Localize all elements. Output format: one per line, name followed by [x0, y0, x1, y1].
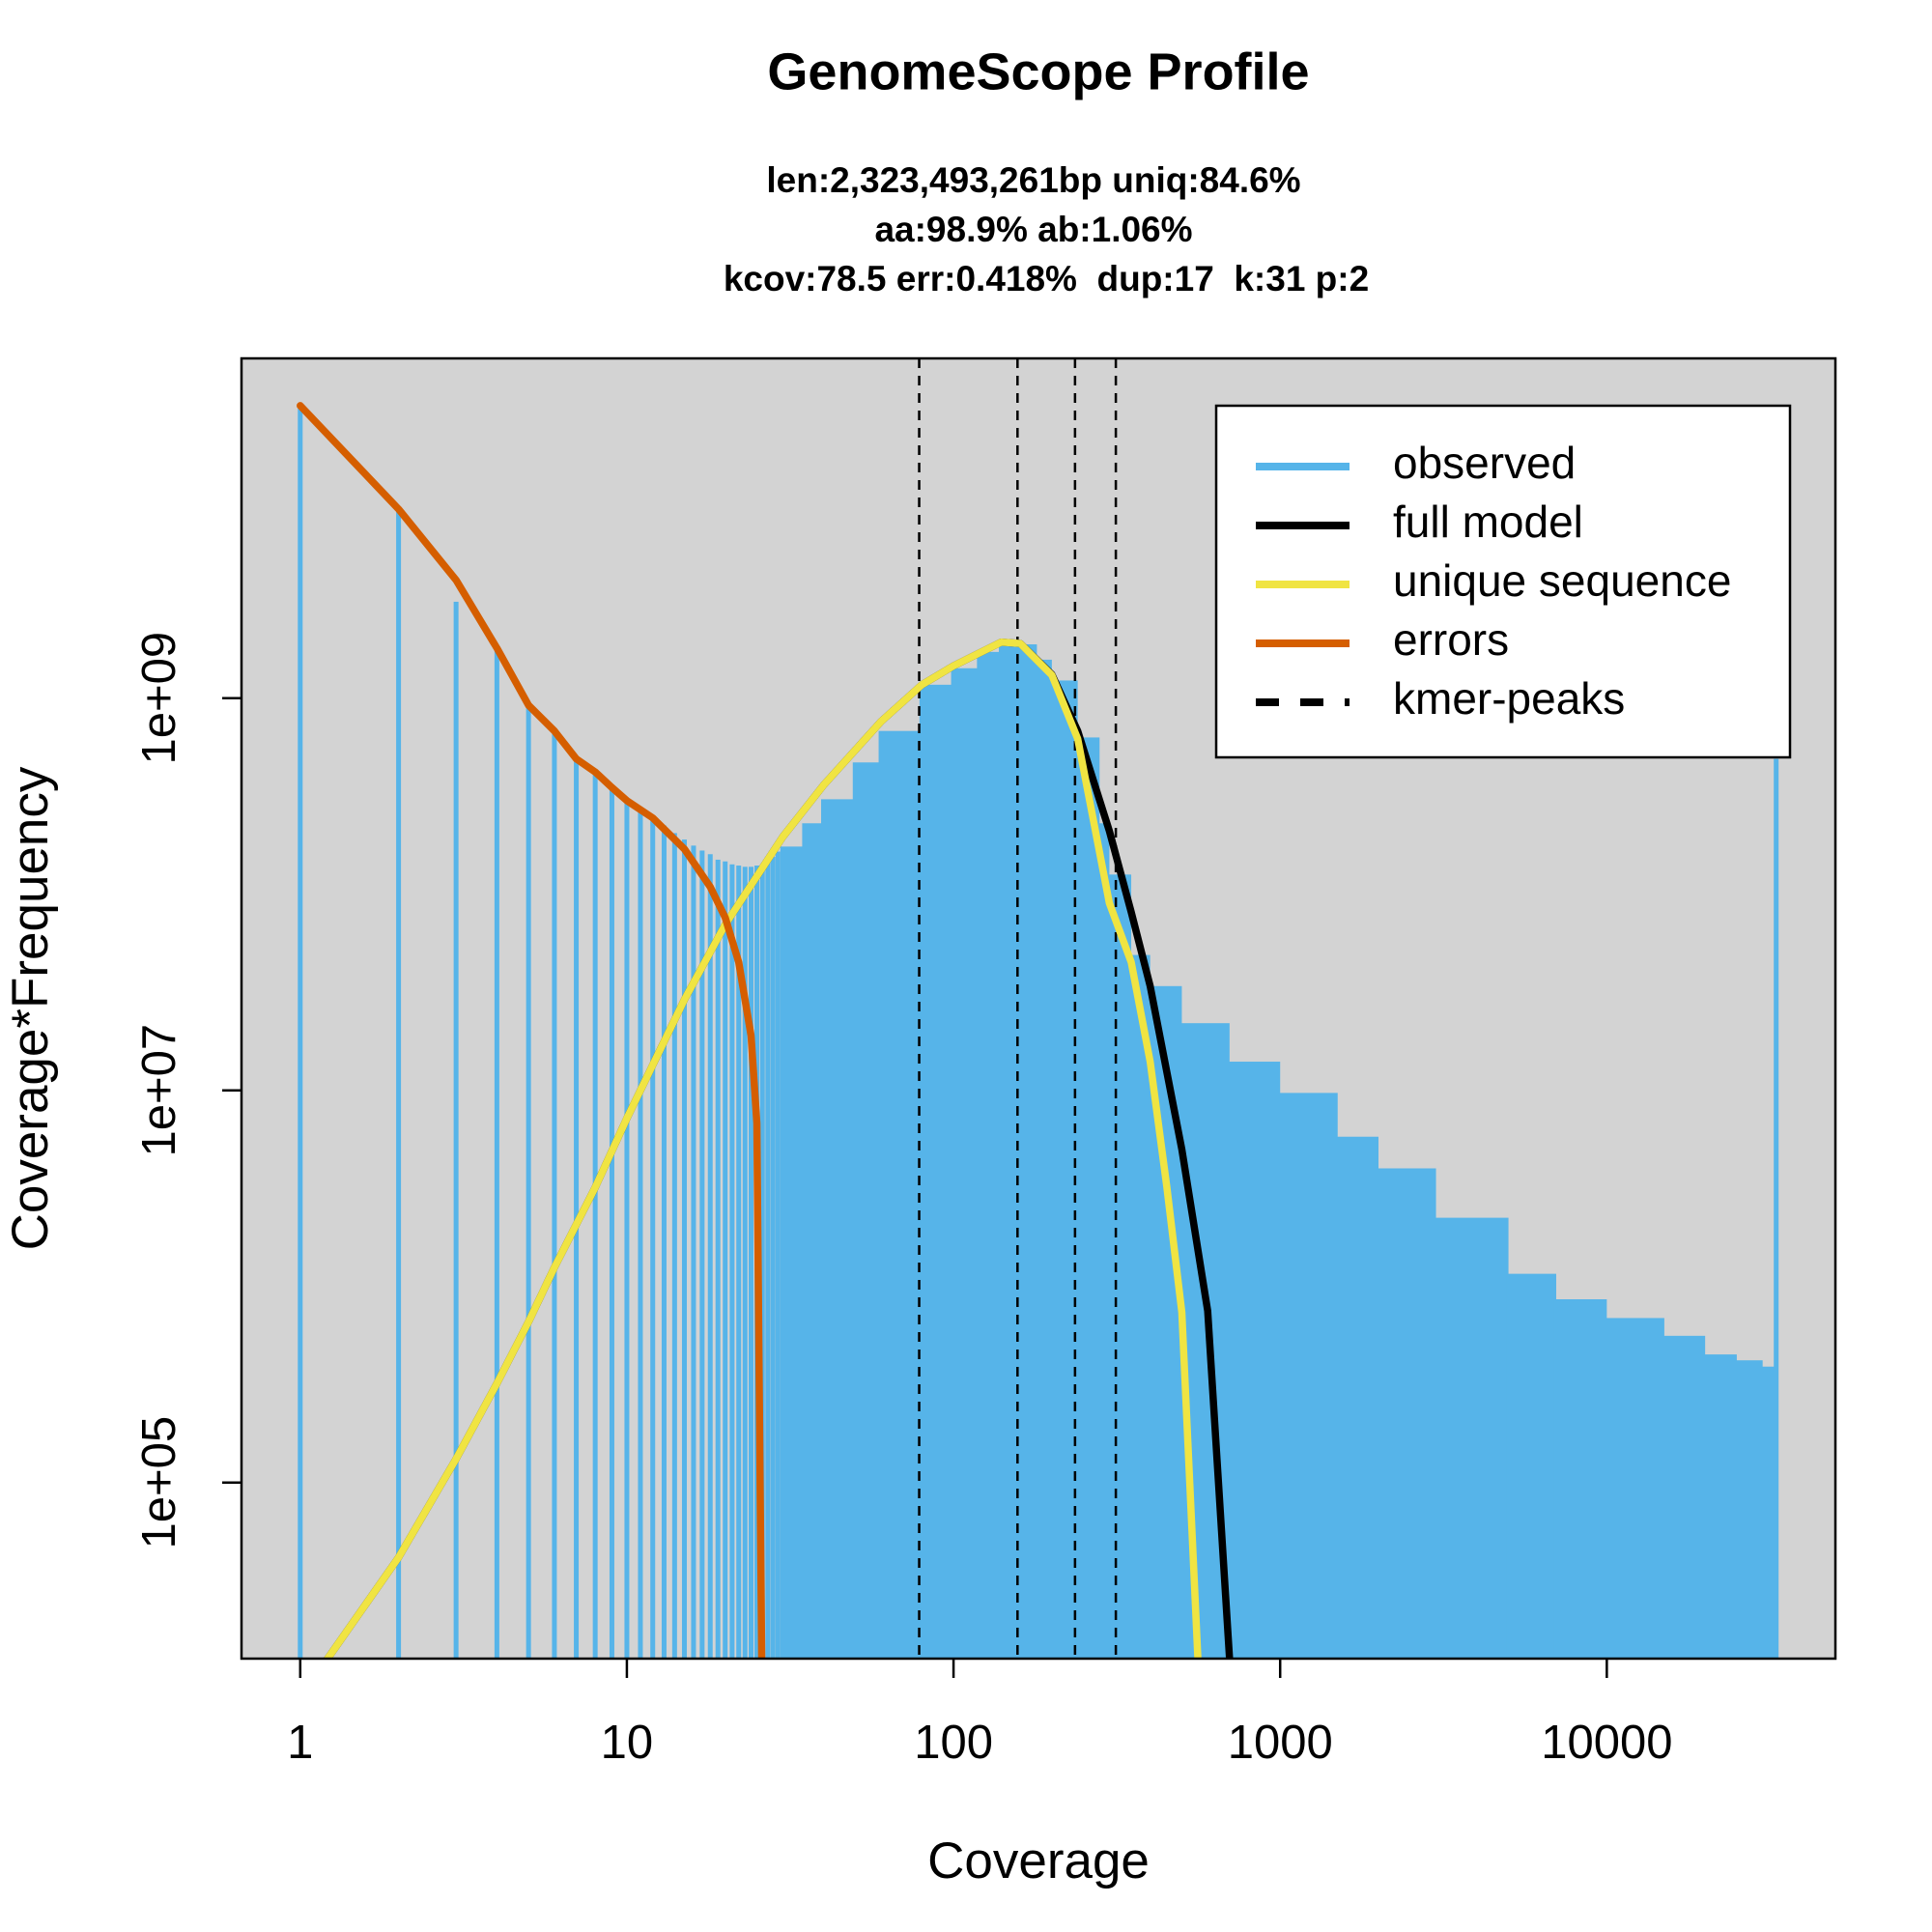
x-tick-label: 10 — [601, 1717, 654, 1769]
y-tick-label: 1e+09 — [133, 632, 185, 765]
observed-bar — [1227, 1062, 1281, 1659]
observed-bar — [661, 825, 667, 1659]
observed-bar — [707, 854, 713, 1659]
observed-bar — [749, 867, 754, 1659]
observed-bar — [759, 864, 765, 1659]
observed-bar — [1128, 954, 1151, 1659]
legend: observed full model unique sequence errors k… — [1214, 404, 1792, 759]
observed-bar — [1335, 1136, 1379, 1659]
subtitle: len:2,323,493,261bp uniq:84.6% — [766, 160, 1300, 200]
observed-bar — [1434, 1217, 1509, 1659]
observed-bar — [770, 857, 776, 1659]
observed-bar — [624, 800, 630, 1659]
model-line — [297, 402, 766, 1659]
observed-bar — [742, 867, 748, 1659]
x-tick-label: 100 — [914, 1717, 993, 1769]
legend-label: kmer-peaks — [1393, 673, 1625, 724]
observed-bar — [1506, 1273, 1556, 1659]
subtitle: kcov:78.5 err:0.418% dup:17 k:31 p:2 — [724, 259, 1369, 298]
plot-area — [297, 358, 1779, 1659]
observed-bar — [1376, 1168, 1436, 1659]
observed-bar — [998, 644, 1021, 1659]
observed-bar — [1604, 1318, 1664, 1659]
observed-bar — [396, 509, 402, 1659]
x-axis-title: Coverage — [927, 1833, 1150, 1889]
observed-bar — [977, 651, 1002, 1659]
observed-bar — [298, 405, 303, 1659]
observed-bar — [802, 823, 824, 1659]
observed-bar — [951, 668, 980, 1659]
observed-bar — [699, 850, 705, 1659]
subtitle: aa:98.9% ab:1.06% — [874, 210, 1192, 249]
observed-bar — [609, 787, 614, 1659]
observed-bar — [650, 817, 656, 1659]
observed-bar — [1760, 1366, 1776, 1659]
observed-bar — [1017, 644, 1037, 1659]
plot-frame — [240, 356, 1837, 1661]
observed-bar — [574, 758, 580, 1659]
chart-title: GenomeScope Profile — [767, 43, 1309, 100]
observed-bar — [1774, 758, 1779, 1659]
observed-bar — [878, 730, 923, 1659]
legend-label: observed — [1393, 438, 1576, 488]
observed-bar — [494, 647, 499, 1659]
observed-bar — [715, 859, 721, 1659]
observed-bar — [775, 851, 781, 1659]
observed-bar — [1277, 1093, 1338, 1659]
x-tick-label: 1 — [287, 1717, 313, 1769]
observed-bar — [821, 799, 856, 1659]
observed-bar — [1106, 874, 1132, 1659]
observed-bar — [1034, 659, 1052, 1659]
observed-bar — [723, 861, 728, 1659]
observed-bar — [1702, 1354, 1737, 1659]
x-tick-label: 10000 — [1541, 1717, 1672, 1769]
y-tick-label: 1e+07 — [133, 1024, 185, 1157]
observed-bar — [592, 772, 598, 1659]
observed-bar — [852, 762, 882, 1659]
observed-bar — [526, 705, 531, 1659]
observed-bar — [765, 861, 771, 1659]
y-tick-label: 1e+05 — [133, 1416, 185, 1549]
axes: 1 10 100 1000 10000 1e+05 1e+07 1e+09 — [133, 632, 1673, 1769]
observed-bar — [1049, 680, 1078, 1659]
x-tick-label: 1000 — [1228, 1717, 1333, 1769]
legend-label: unique sequence — [1393, 555, 1731, 606]
observed-bar — [1096, 823, 1110, 1659]
model-line — [323, 638, 1202, 1659]
observed-bar — [552, 730, 557, 1659]
observed-bar — [671, 833, 677, 1659]
observed-bar — [729, 864, 735, 1659]
observed-bar — [1553, 1299, 1607, 1659]
observed-bar — [681, 839, 687, 1659]
observed-bar — [638, 810, 643, 1659]
observed-bar — [1075, 737, 1100, 1659]
legend-label: errors — [1393, 614, 1509, 665]
observed-bar — [1734, 1360, 1763, 1659]
legend-label: full model — [1393, 497, 1583, 547]
observed-bar — [736, 866, 742, 1659]
observed-bar — [1662, 1335, 1706, 1659]
observed-bar — [691, 845, 696, 1659]
y-axis-title: Coverage*Frequency — [2, 766, 59, 1250]
observed-bar — [919, 684, 954, 1659]
observed-bar — [453, 601, 459, 1659]
observed-bar — [780, 846, 805, 1659]
